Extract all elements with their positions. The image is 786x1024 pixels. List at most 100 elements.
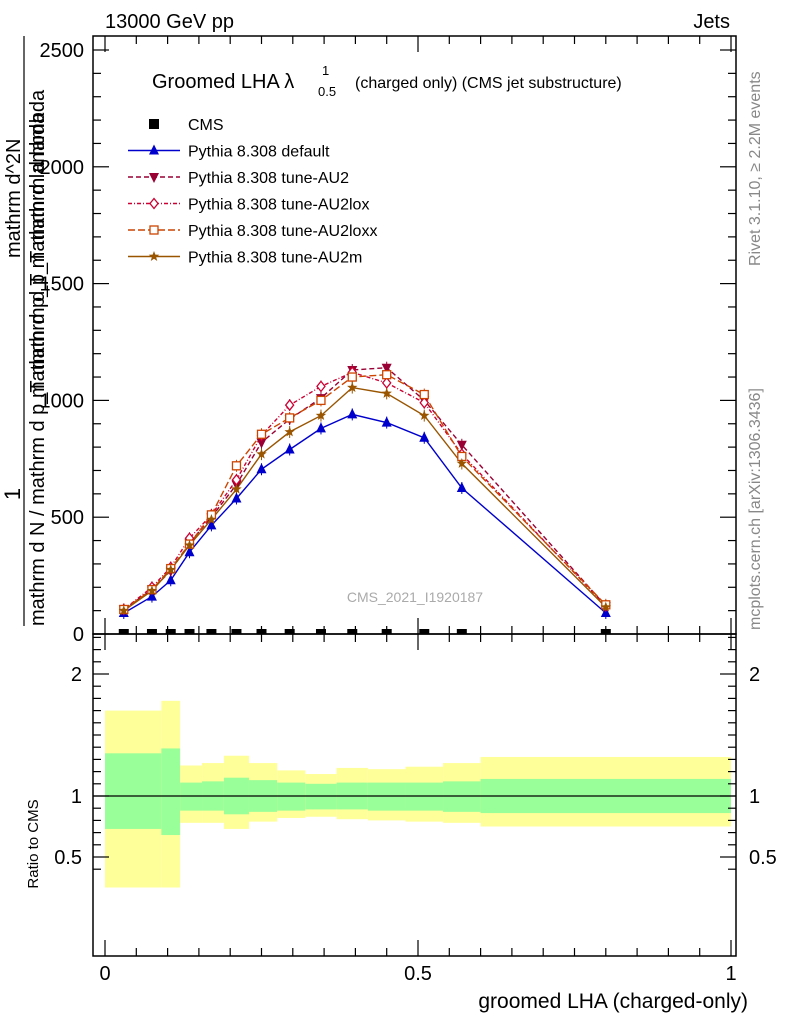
point-au2 xyxy=(456,440,467,451)
chart-title-suffix: (charged only) (CMS jet substructure) xyxy=(355,75,622,92)
point-cms xyxy=(118,629,129,634)
point-au2 xyxy=(256,438,267,449)
ratio-band-inner xyxy=(405,782,444,811)
mcplots-label: mcplots.cern.ch [arXiv:1306.3436] xyxy=(747,388,764,630)
point-default xyxy=(381,416,392,427)
legend-item-au2loxx: Pythia 8.308 tune-AU2loxx xyxy=(128,223,377,240)
point-au2m xyxy=(347,382,358,392)
x-tick-label: 0.5 xyxy=(404,963,432,985)
point-default xyxy=(146,590,157,601)
point-au2m xyxy=(381,387,392,398)
point-cms xyxy=(456,629,467,634)
legend-marker-au2 xyxy=(149,173,159,183)
legend-item-cms: CMS xyxy=(149,117,224,134)
y-label-top: 1 xyxy=(0,488,25,500)
y-label-mid: mathrm d N / mathrm d p_T mathrm d p_T m… xyxy=(27,89,49,626)
chart-title-main: Groomed LHA λ xyxy=(152,71,294,93)
ratio-band-inner xyxy=(180,782,203,811)
point-cms xyxy=(146,629,157,634)
point-cms xyxy=(231,629,242,634)
analysis-watermark: CMS_2021_I1920187 xyxy=(347,589,483,605)
ratio-panel: 0 0.5 1 0.5 0.5 1 1 2 2 xyxy=(54,633,777,985)
series-line-au2loxx xyxy=(123,373,607,611)
point-cms xyxy=(347,629,358,634)
x-axis-label: groomed LHA (charged-only) xyxy=(478,990,748,1013)
legend-label-default: Pythia 8.308 default xyxy=(188,144,330,161)
x-tick-label: 0 xyxy=(99,963,110,985)
point-cms xyxy=(184,629,195,634)
x-tick-label: 1 xyxy=(725,963,736,985)
point-au2loxx xyxy=(316,395,326,406)
point-default xyxy=(315,422,326,433)
main-panel: CMS_2021_I1920187 0 500 1000 1500 2000 2500 xyxy=(40,35,737,646)
legend-label-au2loxx: Pythia 8.308 tune-AU2loxx xyxy=(188,223,377,240)
y-label-denominator: mathrm d p_T mathrm d lambda xyxy=(27,112,49,398)
point-au2m xyxy=(600,601,612,612)
legend: CMS Pythia 8.308 default Pythia 8.308 tune… xyxy=(128,117,377,267)
ratio-y-tick-label-left: 2 xyxy=(71,664,82,686)
point-au2m xyxy=(118,605,130,616)
legend-marker-cms xyxy=(149,119,159,129)
legend-label-au2lox: Pythia 8.308 tune-AU2lox xyxy=(188,197,369,214)
chart-title: Groomed LHA λ 1 0.5 (charged only) (CMS … xyxy=(152,63,622,99)
header-left: 13000 GeV pp xyxy=(105,11,234,33)
point-au2lox xyxy=(419,396,430,409)
header-right: Jets xyxy=(693,11,730,33)
point-cms xyxy=(419,629,430,634)
point-cms xyxy=(206,629,217,634)
point-default xyxy=(419,431,430,442)
point-default xyxy=(165,574,176,585)
series-line-default xyxy=(123,413,607,614)
point-au2m xyxy=(284,426,295,437)
legend-label-au2m: Pythia 8.308 tune-AU2m xyxy=(188,250,362,267)
point-au2m xyxy=(165,564,176,575)
point-au2loxx xyxy=(256,429,267,439)
ratio-y-tick-label-right: 2 xyxy=(749,664,760,686)
ratio-band-inner xyxy=(105,753,162,829)
point-au2lox xyxy=(381,376,392,389)
ratio-y-tick-label-left: 1 xyxy=(71,786,82,808)
point-au2loxx xyxy=(231,461,242,471)
ratio-band-inner xyxy=(305,783,337,810)
legend-marker-default xyxy=(149,144,159,155)
point-cms xyxy=(284,629,295,634)
y-tick-label: 1500 xyxy=(40,274,85,296)
series-line-au2lox xyxy=(123,371,607,611)
y-tick-label: 0 xyxy=(73,624,84,646)
point-au2loxx xyxy=(285,413,295,423)
rivet-label: Rivet 3.1.10, ≥ 2.2M events xyxy=(747,71,764,266)
point-au2loxx xyxy=(419,389,429,400)
point-au2m xyxy=(206,514,217,524)
y-tick-label: 500 xyxy=(51,507,84,529)
ratio-y-tick-label-right: 1 xyxy=(749,786,760,808)
point-default xyxy=(184,546,195,557)
point-au2 xyxy=(381,363,392,374)
legend-marker-au2lox xyxy=(149,197,159,210)
legend-item-au2m: Pythia 8.308 tune-AU2m xyxy=(128,250,362,267)
chart-title-sup: 1 xyxy=(322,63,329,78)
ratio-y-tick-label-right: 0.5 xyxy=(749,847,777,869)
legend-item-au2: Pythia 8.308 tune-AU2 xyxy=(128,170,349,187)
point-au2m xyxy=(231,483,242,494)
ratio-band-inner xyxy=(161,748,181,836)
point-au2m xyxy=(256,448,267,459)
legend-label-au2: Pythia 8.308 tune-AU2 xyxy=(188,170,349,187)
y-label-numerator: mathrm d^2N xyxy=(3,139,25,258)
point-au2lox xyxy=(316,380,326,393)
series-line-au2m xyxy=(123,386,607,612)
y-axis-label: 1 mathrm d N / mathrm d p_T mathrm d p_T… xyxy=(0,36,49,626)
point-cms xyxy=(165,629,176,634)
y-tick-label: 2000 xyxy=(40,157,85,179)
y-tick-label: 2500 xyxy=(40,40,85,62)
legend-label-cms: CMS xyxy=(188,117,224,134)
ratio-band-inner xyxy=(443,781,481,812)
point-au2m xyxy=(419,410,430,421)
point-au2m xyxy=(315,410,327,421)
point-default xyxy=(231,492,242,503)
ratio-y-label: Ratio to CMS xyxy=(25,799,42,888)
point-au2m xyxy=(146,585,158,596)
legend-marker-au2loxx xyxy=(149,225,159,235)
point-au2loxx xyxy=(347,372,357,382)
point-au2loxx xyxy=(382,370,392,380)
